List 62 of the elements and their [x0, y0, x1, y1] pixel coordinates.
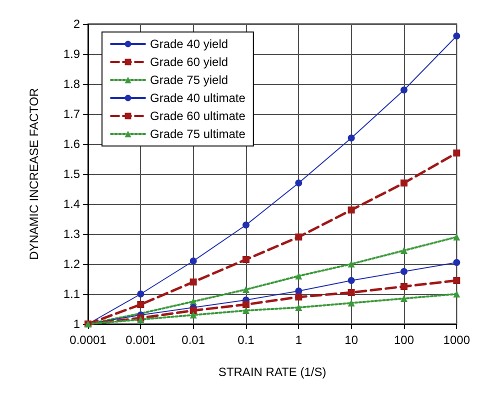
legend-label: Grade 60 yield	[150, 55, 228, 69]
x-tick-label: 0.01	[182, 333, 206, 347]
y-tick-label: 1.5	[63, 167, 80, 181]
point	[242, 286, 250, 293]
x-tick-label: 100	[394, 333, 414, 347]
point	[190, 258, 197, 264]
point	[400, 180, 408, 186]
legend-label: Grade 75 ultimate	[150, 127, 246, 141]
point	[295, 272, 302, 280]
point	[453, 150, 460, 156]
legend-label: Grade 60 ultimate	[150, 109, 246, 123]
legend-label: Grade 40 ultimate	[150, 91, 246, 105]
point	[348, 134, 355, 142]
x-tick-label: 0.1	[238, 333, 255, 347]
y-tick-label: 1.6	[63, 137, 80, 151]
y-tick-label: 1.3	[63, 227, 80, 241]
legend-label: Grade 75 yield	[150, 73, 228, 87]
y-tick-label: 1.2	[63, 257, 80, 271]
x-tick-label: 0.0001	[70, 333, 107, 347]
point	[242, 222, 250, 228]
point	[295, 294, 302, 300]
point	[400, 283, 408, 290]
legend-label: Grade 40 yield	[150, 37, 228, 51]
y-tick-label: 1.9	[63, 47, 80, 61]
x-tick-label: 0.001	[126, 333, 156, 347]
point	[242, 301, 250, 308]
y-tick-label: 2	[73, 17, 80, 31]
point	[190, 312, 197, 318]
point	[453, 32, 460, 40]
point	[295, 304, 302, 311]
point	[242, 256, 250, 263]
point	[295, 180, 302, 186]
y-tick-label: 1.7	[63, 107, 80, 121]
point	[453, 290, 460, 298]
point	[400, 268, 408, 275]
point	[453, 234, 460, 240]
point	[137, 290, 144, 298]
y-tick-label: 1.4	[63, 197, 80, 211]
x-tick-label: 1000	[443, 333, 470, 347]
point	[400, 295, 408, 302]
x-axis-title: STRAIN RATE (1/S)	[218, 365, 326, 379]
point	[190, 307, 197, 314]
point	[348, 206, 355, 214]
y-tick-label: 1.1	[63, 287, 80, 301]
y-tick-label: 1	[73, 317, 80, 331]
point	[190, 278, 197, 286]
point	[400, 247, 408, 254]
point	[137, 301, 144, 308]
point	[348, 300, 355, 306]
y-axis-title: DYNAMIC INCREASE FACTOR	[27, 88, 41, 260]
x-tick-label: 10	[344, 333, 358, 347]
point	[453, 259, 460, 266]
point	[348, 289, 355, 296]
y-tick-label: 1.8	[63, 77, 80, 91]
point	[348, 277, 355, 284]
x-tick-label: 1	[295, 333, 302, 347]
point	[295, 234, 302, 240]
point	[348, 260, 355, 268]
point	[453, 277, 460, 284]
point	[400, 86, 408, 94]
point	[242, 307, 250, 314]
point	[295, 288, 302, 294]
